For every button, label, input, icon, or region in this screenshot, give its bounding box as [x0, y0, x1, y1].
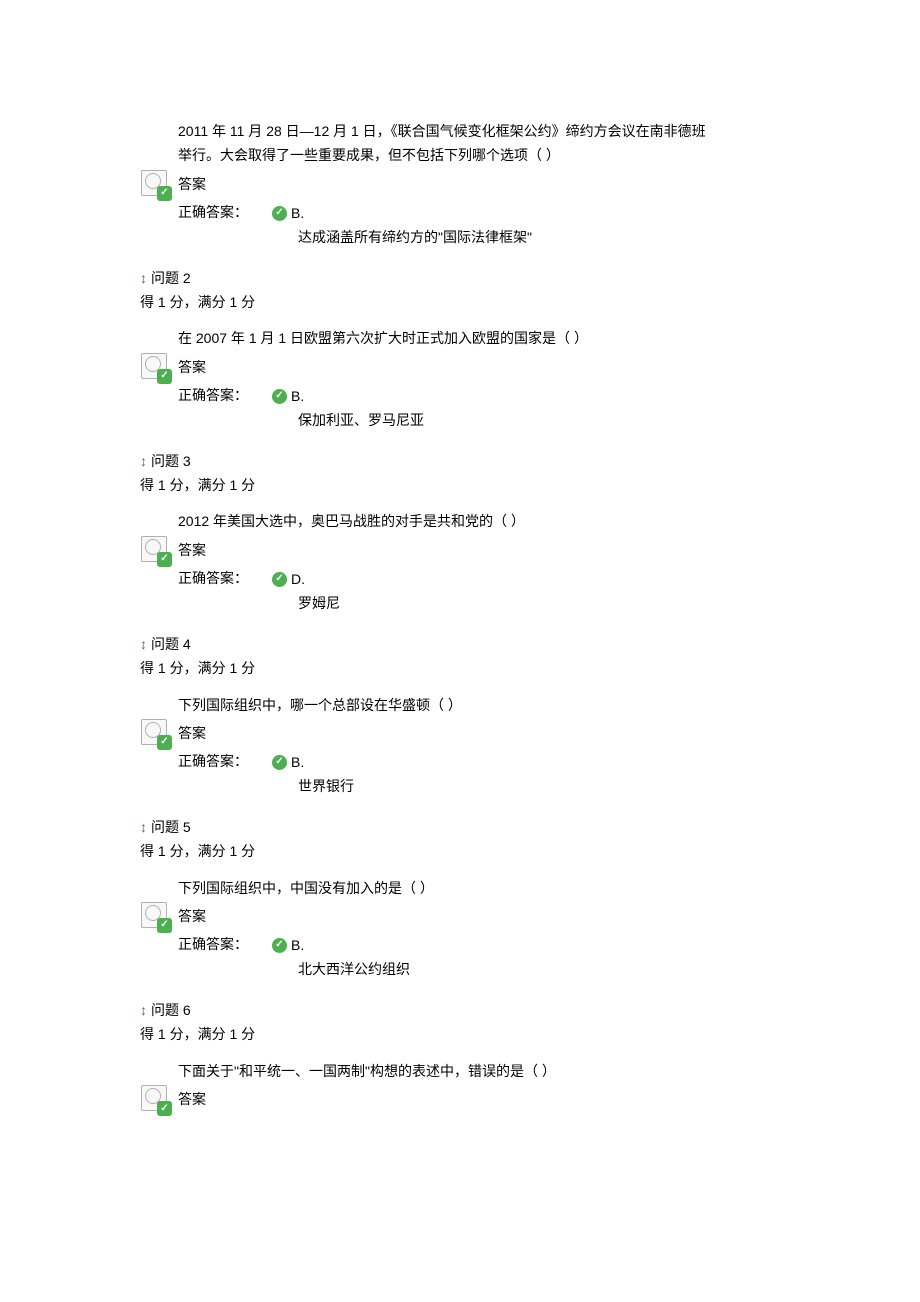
answer-letter-wrapper: ✓ D.	[272, 567, 305, 590]
expand-arrow-icon: ↕	[140, 267, 147, 289]
answer-label: 答案	[178, 169, 206, 195]
correct-answer-row: 正确答案： ✓ B.	[178, 384, 780, 407]
answer-letter-wrapper: ✓ B.	[272, 933, 304, 956]
question-block: 在 2007 年 1 月 1 日欧盟第六次扩大时正式加入欧盟的国家是（ ） ✓ 答案…	[140, 327, 780, 431]
expand-arrow-icon: ↕	[140, 450, 147, 472]
answer-letter: B.	[291, 937, 304, 953]
answer-label: 答案	[178, 901, 206, 927]
document-check-icon: ✓	[140, 901, 170, 931]
answer-content: 世界银行	[298, 775, 780, 797]
question-text-line: 2012 年美国大选中，奥巴马战胜的对手是共和党的（ ）	[178, 510, 780, 532]
score-line: 得 1 分，满分 1 分	[140, 1023, 780, 1045]
answer-content: 保加利亚、罗马尼亚	[298, 409, 780, 431]
question-number-label: 问题 6	[151, 999, 191, 1021]
answer-row: ✓ 答案	[140, 1084, 780, 1114]
document-check-icon: ✓	[140, 169, 170, 199]
document-check-icon: ✓	[140, 352, 170, 382]
expand-arrow-icon: ↕	[140, 999, 147, 1021]
question-text-line: 2011 年 11 月 28 日—12 月 1 日，《联合国气候变化框架公约》缔…	[178, 120, 780, 142]
question-number-label: 问题 4	[151, 633, 191, 655]
answer-letter-wrapper: ✓ B.	[272, 201, 304, 224]
question-header: ↕问题 2	[140, 267, 780, 289]
answer-content: 达成涵盖所有缔约方的"国际法律框架"	[298, 226, 780, 248]
answer-row: ✓ 答案	[140, 352, 780, 382]
score-line: 得 1 分，满分 1 分	[140, 474, 780, 496]
answer-content: 罗姆尼	[298, 592, 780, 614]
question-text-line: 下面关于"和平统一、一国两制"构想的表述中，错误的是（ ）	[178, 1060, 780, 1082]
answer-letter: B.	[291, 754, 304, 770]
question-header: ↕问题 6	[140, 999, 780, 1021]
correct-answer-row: 正确答案： ✓ B.	[178, 933, 780, 956]
answer-label: 答案	[178, 1084, 206, 1110]
answer-content: 北大西洋公约组织	[298, 958, 780, 980]
question-block: 2011 年 11 月 28 日—12 月 1 日，《联合国气候变化框架公约》缔…	[140, 120, 780, 249]
document-check-icon: ✓	[140, 718, 170, 748]
correct-answer-row: 正确答案： ✓ B.	[178, 201, 780, 224]
expand-arrow-icon: ↕	[140, 633, 147, 655]
document-check-icon: ✓	[140, 535, 170, 565]
answer-row: ✓ 答案	[140, 901, 780, 931]
question-text-line: 在 2007 年 1 月 1 日欧盟第六次扩大时正式加入欧盟的国家是（ ）	[178, 327, 780, 349]
score-line: 得 1 分，满分 1 分	[140, 291, 780, 313]
score-line: 得 1 分，满分 1 分	[140, 840, 780, 862]
question-block: 下面关于"和平统一、一国两制"构想的表述中，错误的是（ ） ✓ 答案	[140, 1060, 780, 1114]
correct-answer-label: 正确答案：	[178, 384, 248, 406]
question-header: ↕问题 5	[140, 816, 780, 838]
answer-letter-wrapper: ✓ B.	[272, 750, 304, 773]
question-block: 下列国际组织中，哪一个总部设在华盛顿（ ） ✓ 答案正确答案： ✓ B. 世界银行	[140, 694, 780, 798]
correct-answer-label: 正确答案：	[178, 201, 248, 223]
question-text-line: 下列国际组织中，中国没有加入的是（ ）	[178, 877, 780, 899]
answer-label: 答案	[178, 718, 206, 744]
check-icon: ✓	[272, 938, 287, 953]
answer-label: 答案	[178, 535, 206, 561]
question-text-line: 举行。大会取得了一些重要成果，但不包括下列哪个选项（ ）	[178, 144, 780, 166]
answer-letter: B.	[291, 205, 304, 221]
answer-row: ✓ 答案	[140, 718, 780, 748]
correct-answer-row: 正确答案： ✓ D.	[178, 567, 780, 590]
correct-answer-label: 正确答案：	[178, 750, 248, 772]
answer-letter: B.	[291, 388, 304, 404]
question-header: ↕问题 4	[140, 633, 780, 655]
document-check-icon: ✓	[140, 1084, 170, 1114]
expand-arrow-icon: ↕	[140, 816, 147, 838]
question-number-label: 问题 2	[151, 267, 191, 289]
question-number-label: 问题 5	[151, 816, 191, 838]
question-block: 2012 年美国大选中，奥巴马战胜的对手是共和党的（ ） ✓ 答案正确答案： ✓ D. 罗…	[140, 510, 780, 614]
answer-letter: D.	[291, 571, 305, 587]
check-icon: ✓	[272, 755, 287, 770]
check-icon: ✓	[272, 389, 287, 404]
check-icon: ✓	[272, 572, 287, 587]
score-line: 得 1 分，满分 1 分	[140, 657, 780, 679]
question-block: 下列国际组织中，中国没有加入的是（ ） ✓ 答案正确答案： ✓ B. 北大西洋公约组织	[140, 877, 780, 981]
correct-answer-label: 正确答案：	[178, 567, 248, 589]
question-header: ↕问题 3	[140, 450, 780, 472]
question-number-label: 问题 3	[151, 450, 191, 472]
check-icon: ✓	[272, 206, 287, 221]
answer-row: ✓ 答案	[140, 535, 780, 565]
correct-answer-label: 正确答案：	[178, 933, 248, 955]
question-text-line: 下列国际组织中，哪一个总部设在华盛顿（ ）	[178, 694, 780, 716]
answer-letter-wrapper: ✓ B.	[272, 384, 304, 407]
correct-answer-row: 正确答案： ✓ B.	[178, 750, 780, 773]
answer-label: 答案	[178, 352, 206, 378]
answer-row: ✓ 答案	[140, 169, 780, 199]
